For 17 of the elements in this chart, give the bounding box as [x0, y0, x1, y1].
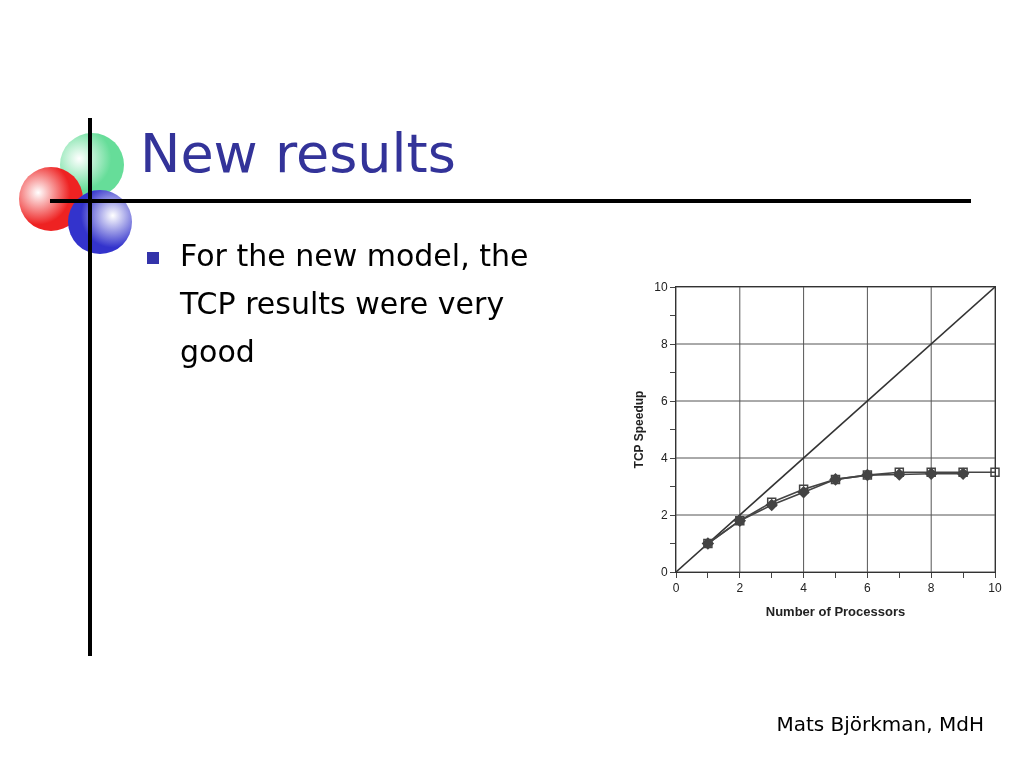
- text: Mats Björkman, MdH: [776, 712, 984, 736]
- chart-title: New results: [140, 122, 456, 185]
- y-tick-label: 8: [660, 337, 668, 352]
- x-tick-label: 10: [988, 581, 1002, 596]
- text: For the new model, the TCP results were very good: [180, 237, 530, 371]
- x-tick-label: 8: [927, 581, 935, 596]
- y-tick-label: 0: [660, 565, 668, 580]
- y-tick-label: 6: [660, 394, 668, 409]
- x-axis-title: Number of Processors: [765, 604, 906, 619]
- y-tick-label: 2: [660, 508, 668, 523]
- y-tick-label: 10: [654, 280, 668, 295]
- x-tick-label: 0: [672, 581, 680, 596]
- y-tick-label: 4: [660, 451, 668, 466]
- y-axis-title: TCP Speedup: [631, 390, 646, 469]
- x-tick-label: 4: [800, 581, 808, 596]
- x-tick-label: 2: [736, 581, 744, 596]
- x-tick-label: 6: [864, 581, 872, 596]
